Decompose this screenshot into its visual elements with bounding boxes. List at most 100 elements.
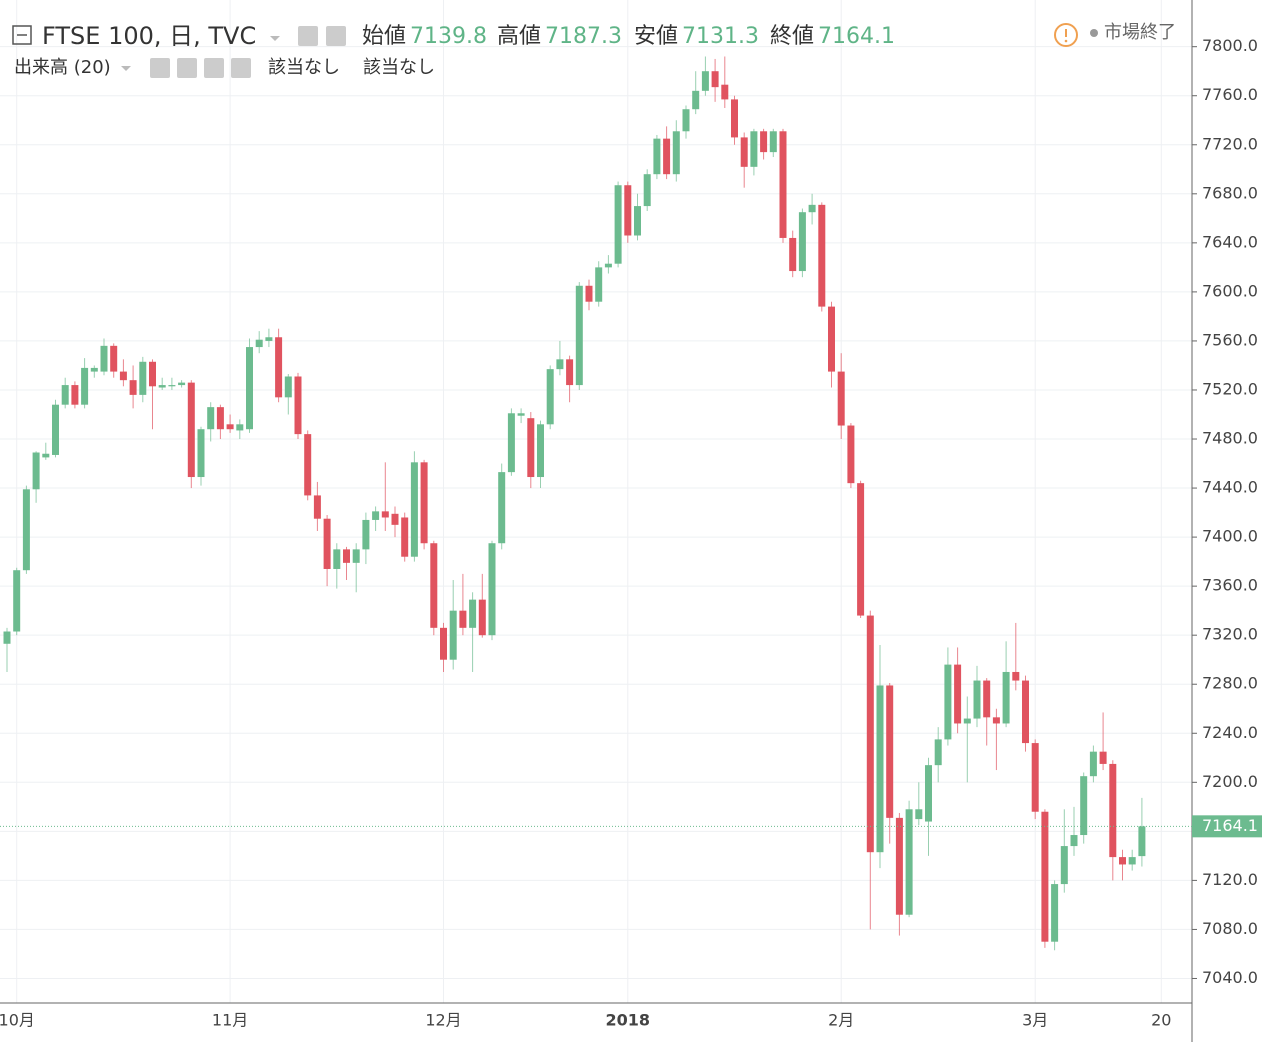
candle-body — [304, 434, 312, 496]
candle-body — [478, 599, 486, 636]
candle-body — [915, 809, 923, 820]
candle-body — [750, 131, 758, 167]
candle-body — [139, 361, 147, 395]
y-tick-label: 7480.0 — [1202, 429, 1258, 448]
candle-body — [168, 385, 176, 387]
candle-body — [934, 739, 942, 766]
status-dot — [1090, 29, 1098, 37]
candle-body — [236, 424, 244, 431]
candle-body — [488, 543, 496, 636]
candle-body — [352, 549, 360, 563]
candle-body — [798, 212, 806, 272]
candle-body — [1080, 776, 1088, 836]
x-tick-label: 20 — [1151, 1011, 1171, 1030]
candle-body — [323, 518, 331, 569]
candle-body — [1012, 671, 1020, 681]
candle-body — [100, 345, 108, 372]
candle-body — [3, 631, 11, 644]
y-tick-label: 7720.0 — [1202, 134, 1258, 153]
candle-body — [372, 511, 380, 520]
y-tick-label: 7520.0 — [1202, 379, 1258, 398]
candle-body — [992, 717, 1000, 724]
candle-body — [469, 599, 477, 628]
candle-body — [566, 359, 574, 386]
candle-body — [333, 549, 341, 569]
candle-body — [294, 376, 302, 435]
remove-icon[interactable] — [231, 58, 251, 78]
settings-icon[interactable] — [177, 58, 197, 78]
settings-icon[interactable] — [326, 26, 346, 46]
candle-body — [546, 369, 554, 425]
candle-body — [740, 137, 748, 167]
open-label: 始値 — [362, 24, 406, 49]
eye-icon[interactable] — [298, 26, 318, 46]
candle-body — [575, 285, 583, 386]
y-tick-label: 7320.0 — [1202, 625, 1258, 644]
candle-body — [818, 204, 826, 307]
high-label: 高値 — [497, 24, 541, 49]
candle-body — [692, 90, 700, 110]
candle-body — [701, 71, 709, 91]
low-value: 7131.3 — [682, 24, 759, 49]
dropdown-arrow[interactable] — [121, 66, 131, 71]
warning-icon-dot — [1064, 39, 1068, 43]
candle-body — [944, 664, 952, 740]
warning-icon[interactable] — [1054, 23, 1078, 47]
volume-value: 該当なし — [268, 57, 340, 78]
candle-body — [129, 380, 137, 395]
chart-title: FTSE 100, 日, TVC — [42, 22, 256, 50]
candle-body — [449, 610, 457, 660]
candle-body — [595, 267, 603, 302]
candle-body — [614, 185, 622, 264]
x-tick-label: 10月 — [0, 1011, 35, 1030]
candle-body — [837, 371, 845, 426]
candle-body — [265, 337, 273, 341]
candle-body — [643, 174, 651, 207]
candle-body — [1089, 751, 1097, 777]
y-tick-label: 7400.0 — [1202, 527, 1258, 546]
y-tick-label: 7240.0 — [1202, 723, 1258, 742]
collapse-icon[interactable] — [12, 25, 32, 45]
candle-body — [343, 549, 350, 563]
volume-label: 出来高 (20) — [14, 57, 111, 78]
candle-body — [381, 511, 389, 518]
candle-body — [197, 429, 205, 478]
candle-body — [90, 367, 98, 372]
candle-body — [779, 131, 787, 238]
candle-body — [1109, 763, 1117, 858]
dropdown-arrow[interactable] — [270, 36, 280, 41]
candle-body — [187, 382, 195, 478]
candle-body — [663, 138, 671, 175]
candle-body — [13, 570, 21, 632]
eye-icon[interactable] — [150, 58, 170, 78]
candle-body — [847, 425, 855, 484]
candle-body — [1070, 835, 1078, 847]
candle-body — [459, 610, 467, 628]
candle-body — [401, 517, 409, 557]
candle-body — [828, 306, 835, 372]
candle-body — [1041, 811, 1049, 942]
candle-body — [284, 376, 292, 398]
candles — [3, 56, 1146, 951]
candle-body — [983, 680, 991, 718]
grid — [0, 0, 1192, 1003]
candle-body — [527, 418, 535, 478]
candle-body — [624, 185, 632, 236]
candle-body — [178, 382, 186, 386]
candle-body — [1022, 680, 1029, 744]
candle-body — [71, 385, 79, 405]
candle-body — [721, 84, 729, 100]
candle-body — [905, 809, 913, 915]
open-value: 7139.8 — [410, 24, 487, 49]
candle-body — [537, 424, 544, 478]
candle-body — [81, 367, 89, 405]
candle-body — [517, 413, 525, 416]
last-price-label: 7164.1 — [1202, 816, 1258, 835]
y-tick-label: 7800.0 — [1202, 36, 1258, 55]
candle-body — [769, 131, 777, 153]
x-tick-label: 3月 — [1022, 1011, 1048, 1030]
add-icon[interactable] — [204, 58, 224, 78]
y-tick-label: 7440.0 — [1202, 478, 1258, 497]
candle-body — [207, 407, 215, 430]
